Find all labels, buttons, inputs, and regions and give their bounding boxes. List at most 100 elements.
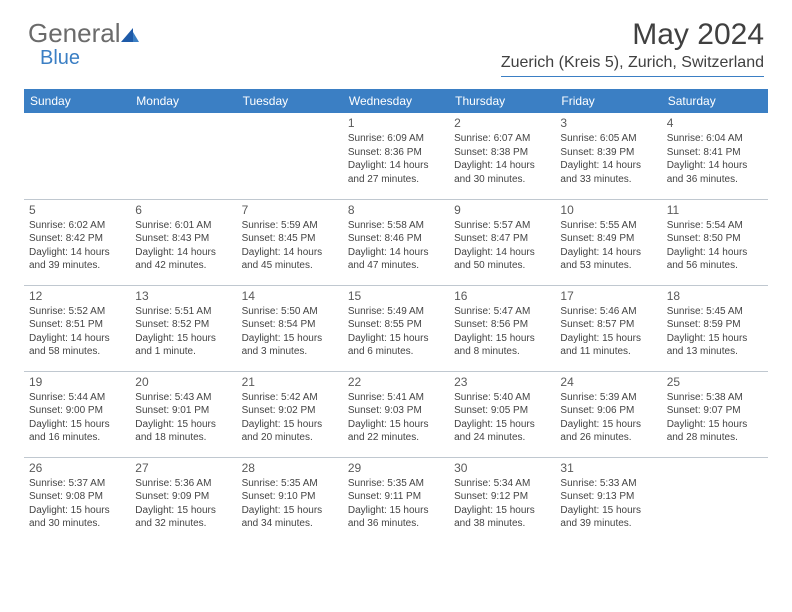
day-info: Sunrise: 6:01 AMSunset: 8:43 PMDaylight:… [135, 219, 231, 273]
day-number: 1 [348, 116, 444, 130]
day-number: 30 [454, 461, 550, 475]
day-info: Sunrise: 5:42 AMSunset: 9:02 PMDaylight:… [242, 391, 338, 445]
calendar-cell: 1 Sunrise: 6:09 AMSunset: 8:36 PMDaylight… [343, 113, 449, 199]
calendar-cell: 7Sunrise: 5:59 AMSunset: 8:45 PMDaylight… [237, 199, 343, 285]
day-number: 2 [454, 116, 550, 130]
location-text: Zuerich (Kreis 5), Zurich, Switzerland [501, 54, 764, 77]
logo: General Blue [28, 18, 141, 70]
day-info: Sunrise: 5:40 AMSunset: 9:05 PMDaylight:… [454, 391, 550, 445]
calendar-cell: 30 Sunrise: 5:34 AMSunset: 9:12 PMDayligh… [449, 457, 555, 543]
calendar-cell: 20 Sunrise: 5:43 AMSunset: 9:01 PMDayligh… [130, 371, 236, 457]
logo-sail-icon [119, 26, 141, 49]
day-info: Sunrise: 5:45 AMSunset: 8:59 PMDaylight:… [667, 305, 763, 359]
day-info: Sunrise: 5:55 AMSunset: 8:49 PMDaylight:… [560, 219, 656, 273]
logo-text-blue: Blue [40, 47, 141, 70]
day-number: 8 [348, 203, 444, 217]
calendar-cell-empty [662, 457, 768, 543]
day-number: 28 [242, 461, 338, 475]
calendar-cell: 31Sunrise: 5:33 AMSunset: 9:13 PMDayligh… [555, 457, 661, 543]
day-number: 13 [135, 289, 231, 303]
day-info: Sunrise: 5:57 AMSunset: 8:47 PMDaylight:… [454, 219, 550, 273]
calendar-cell: 10 Sunrise: 5:55 AMSunset: 8:49 PMDayligh… [555, 199, 661, 285]
calendar-cell: 29 Sunrise: 5:35 AMSunset: 9:11 PMDayligh… [343, 457, 449, 543]
day-number: 10 [560, 203, 656, 217]
weekday-header: Monday [130, 89, 236, 113]
day-info: Sunrise: 6:09 AMSunset: 8:36 PMDaylight:… [348, 132, 444, 186]
day-number: 24 [560, 375, 656, 389]
day-info: Sunrise: 5:43 AMSunset: 9:01 PMDaylight:… [135, 391, 231, 445]
calendar-row: 5 Sunrise: 6:02 AMSunset: 8:42 PMDaylight… [24, 199, 768, 285]
calendar-cell: 11 Sunrise: 5:54 AMSunset: 8:50 PMDayligh… [662, 199, 768, 285]
day-info: Sunrise: 5:50 AMSunset: 8:54 PMDaylight:… [242, 305, 338, 359]
calendar-row: 1 Sunrise: 6:09 AMSunset: 8:36 PMDaylight… [24, 113, 768, 199]
calendar-row: 12 Sunrise: 5:52 AMSunset: 8:51 PMDayligh… [24, 285, 768, 371]
calendar-cell: 25Sunrise: 5:38 AMSunset: 9:07 PMDayligh… [662, 371, 768, 457]
calendar-cell: 3Sunrise: 6:05 AMSunset: 8:39 PMDaylight… [555, 113, 661, 199]
header: General Blue May 2024 Zuerich (Kreis 5),… [0, 0, 792, 81]
calendar-cell: 9 Sunrise: 5:57 AMSunset: 8:47 PMDaylight… [449, 199, 555, 285]
weekday-header: Wednesday [343, 89, 449, 113]
day-number: 23 [454, 375, 550, 389]
day-number: 27 [135, 461, 231, 475]
day-number: 9 [454, 203, 550, 217]
day-info: Sunrise: 5:37 AMSunset: 9:08 PMDaylight:… [29, 477, 125, 531]
day-info: Sunrise: 6:04 AMSunset: 8:41 PMDaylight:… [667, 132, 763, 186]
calendar-cell: 28 Sunrise: 5:35 AMSunset: 9:10 PMDayligh… [237, 457, 343, 543]
calendar-cell: 13Sunrise: 5:51 AMSunset: 8:52 PMDayligh… [130, 285, 236, 371]
day-info: Sunrise: 5:33 AMSunset: 9:13 PMDaylight:… [560, 477, 656, 531]
calendar-cell: 23 Sunrise: 5:40 AMSunset: 9:05 PMDayligh… [449, 371, 555, 457]
day-info: Sunrise: 5:52 AMSunset: 8:51 PMDaylight:… [29, 305, 125, 359]
title-block: May 2024 Zuerich (Kreis 5), Zurich, Swit… [501, 18, 764, 77]
calendar-cell: 6 Sunrise: 6:01 AMSunset: 8:43 PMDaylight… [130, 199, 236, 285]
calendar-cell: 27 Sunrise: 5:36 AMSunset: 9:09 PMDayligh… [130, 457, 236, 543]
calendar-cell-empty [24, 113, 130, 199]
day-info: Sunrise: 5:49 AMSunset: 8:55 PMDaylight:… [348, 305, 444, 359]
calendar-table: SundayMondayTuesdayWednesdayThursdayFrid… [24, 89, 768, 543]
calendar-cell: 15 Sunrise: 5:49 AMSunset: 8:55 PMDayligh… [343, 285, 449, 371]
day-number: 26 [29, 461, 125, 475]
day-info: Sunrise: 5:39 AMSunset: 9:06 PMDaylight:… [560, 391, 656, 445]
logo-text-general: General [28, 18, 121, 48]
day-number: 20 [135, 375, 231, 389]
day-number: 11 [667, 203, 763, 217]
calendar-cell: 21 Sunrise: 5:42 AMSunset: 9:02 PMDayligh… [237, 371, 343, 457]
calendar-cell: 12 Sunrise: 5:52 AMSunset: 8:51 PMDayligh… [24, 285, 130, 371]
day-info: Sunrise: 5:35 AMSunset: 9:11 PMDaylight:… [348, 477, 444, 531]
calendar-cell: 4Sunrise: 6:04 AMSunset: 8:41 PMDaylight… [662, 113, 768, 199]
day-info: Sunrise: 6:02 AMSunset: 8:42 PMDaylight:… [29, 219, 125, 273]
day-number: 6 [135, 203, 231, 217]
day-info: Sunrise: 6:07 AMSunset: 8:38 PMDaylight:… [454, 132, 550, 186]
calendar-cell: 16Sunrise: 5:47 AMSunset: 8:56 PMDayligh… [449, 285, 555, 371]
day-number: 22 [348, 375, 444, 389]
calendar-cell: 22Sunrise: 5:41 AMSunset: 9:03 PMDayligh… [343, 371, 449, 457]
day-number: 18 [667, 289, 763, 303]
weekday-header: Saturday [662, 89, 768, 113]
month-title: May 2024 [501, 18, 764, 52]
day-info: Sunrise: 5:54 AMSunset: 8:50 PMDaylight:… [667, 219, 763, 273]
day-number: 15 [348, 289, 444, 303]
day-number: 5 [29, 203, 125, 217]
day-info: Sunrise: 5:36 AMSunset: 9:09 PMDaylight:… [135, 477, 231, 531]
calendar-cell: 8 Sunrise: 5:58 AMSunset: 8:46 PMDaylight… [343, 199, 449, 285]
day-number: 12 [29, 289, 125, 303]
weekday-header: Friday [555, 89, 661, 113]
day-info: Sunrise: 5:58 AMSunset: 8:46 PMDaylight:… [348, 219, 444, 273]
day-info: Sunrise: 5:34 AMSunset: 9:12 PMDaylight:… [454, 477, 550, 531]
day-info: Sunrise: 5:35 AMSunset: 9:10 PMDaylight:… [242, 477, 338, 531]
day-info: Sunrise: 5:44 AMSunset: 9:00 PMDaylight:… [29, 391, 125, 445]
calendar-cell: 17Sunrise: 5:46 AMSunset: 8:57 PMDayligh… [555, 285, 661, 371]
calendar-cell: 14Sunrise: 5:50 AMSunset: 8:54 PMDayligh… [237, 285, 343, 371]
calendar-row: 19 Sunrise: 5:44 AMSunset: 9:00 PMDayligh… [24, 371, 768, 457]
calendar-cell: 5 Sunrise: 6:02 AMSunset: 8:42 PMDaylight… [24, 199, 130, 285]
calendar-head: SundayMondayTuesdayWednesdayThursdayFrid… [24, 89, 768, 113]
day-number: 29 [348, 461, 444, 475]
day-number: 19 [29, 375, 125, 389]
day-number: 21 [242, 375, 338, 389]
weekday-header: Sunday [24, 89, 130, 113]
calendar-body: 1 Sunrise: 6:09 AMSunset: 8:36 PMDaylight… [24, 113, 768, 543]
day-number: 16 [454, 289, 550, 303]
day-info: Sunrise: 6:05 AMSunset: 8:39 PMDaylight:… [560, 132, 656, 186]
calendar-cell: 2 Sunrise: 6:07 AMSunset: 8:38 PMDaylight… [449, 113, 555, 199]
weekday-header: Thursday [449, 89, 555, 113]
day-info: Sunrise: 5:59 AMSunset: 8:45 PMDaylight:… [242, 219, 338, 273]
